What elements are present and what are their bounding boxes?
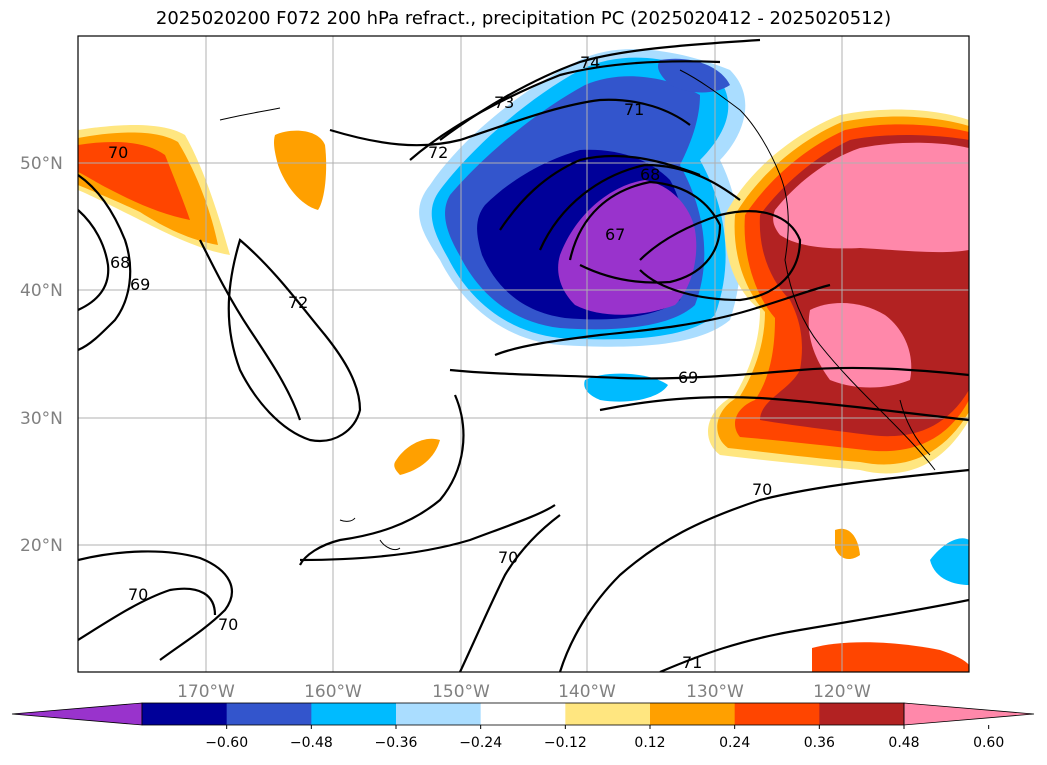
- lat-label: 40°N: [20, 281, 63, 301]
- colorbar-segment: [565, 703, 651, 725]
- colorbar-segment: [396, 703, 482, 725]
- colorbar-tick-label: −0.36: [375, 735, 418, 751]
- colorbar-tick-label: −0.48: [290, 735, 333, 751]
- contour-label: 70: [108, 143, 128, 162]
- map-contents: 74 73 72 71 70 69 68 67 68 69 70 72 70 7…: [78, 36, 969, 672]
- colorbar-segment: [226, 703, 312, 725]
- contour-label: 73: [494, 93, 514, 112]
- colorbar-tick-label: 0.12: [634, 735, 665, 751]
- colorbar-extend-high: [903, 702, 1035, 726]
- precip-negative-alaska: [658, 58, 730, 93]
- contour-label: 69: [130, 275, 150, 294]
- lat-label: 30°N: [20, 409, 63, 429]
- contour-label: 67: [605, 225, 625, 244]
- lon-label: 130°W: [686, 682, 744, 702]
- lon-label: 140°W: [558, 682, 616, 702]
- precip-negative-right-patch: [930, 538, 969, 585]
- colorbar-border: [141, 702, 905, 726]
- contour-label: 72: [288, 293, 308, 312]
- colorbar: −0.60 −0.48 −0.36 −0.24 −0.12 0.12 0.24 0.36 0.4…: [11, 702, 1035, 751]
- contour-label: 74: [580, 53, 600, 72]
- colorbar-tick-label: 0.24: [719, 735, 750, 751]
- lat-label: 50°N: [20, 154, 63, 174]
- contour-label: 70: [498, 548, 518, 567]
- precip-positive-small-mid: [394, 438, 440, 475]
- contour-label: 70: [128, 585, 148, 604]
- contour-lines: [78, 38, 969, 672]
- colorbar-segment: [819, 703, 905, 725]
- colorbar-extend-low: [11, 702, 143, 726]
- contour-label: 70: [752, 480, 772, 499]
- precip-positive-east-pink-south: [808, 303, 912, 388]
- contour-label: 69: [678, 368, 698, 387]
- lon-label: 120°W: [813, 682, 871, 702]
- precip-positive-mid-right: [835, 528, 860, 560]
- precip-positive-east-pink: [773, 142, 969, 253]
- colorbar-segment: [142, 703, 228, 725]
- precip-negative-small-patch: [584, 373, 668, 402]
- colorbar-tick-label: 0.36: [804, 735, 835, 751]
- lon-label: 170°W: [177, 682, 235, 702]
- colorbar-segment: [734, 703, 820, 725]
- latitude-labels: 50°N 40°N 30°N 20°N: [20, 154, 63, 556]
- map-frame: [77, 35, 970, 673]
- colorbar-segment: [650, 703, 736, 725]
- colorbar-tick-label: −0.24: [459, 735, 502, 751]
- contour-label: 70: [218, 615, 238, 634]
- contour-label: 72: [428, 143, 448, 162]
- colorbar-segment: [311, 703, 397, 725]
- precip-positive-small-north: [274, 130, 327, 210]
- lon-label: 160°W: [304, 682, 362, 702]
- contour-label: 68: [640, 165, 660, 184]
- precip-positive-bottom-right: [812, 642, 969, 672]
- precip-positive-west-red: [78, 142, 190, 220]
- lon-label: 150°W: [432, 682, 490, 702]
- graticule: [78, 36, 969, 672]
- contour-label: 71: [624, 100, 644, 119]
- colorbar-segment: [480, 703, 566, 725]
- colorbar-tick-label: −0.60: [205, 735, 248, 751]
- lat-label: 20°N: [20, 536, 63, 556]
- contour-label: 71: [682, 653, 702, 672]
- colorbar-tick-label: −0.12: [544, 735, 587, 751]
- contour-label: 68: [110, 253, 130, 272]
- colorbar-tick-label: 0.60: [973, 735, 1004, 751]
- contour-label-group: 74 73 72 71 70 69 68 67 68 69 70 72 70 7…: [108, 53, 772, 672]
- longitude-labels: 170°W 160°W 150°W 140°W 130°W 120°W: [177, 682, 871, 702]
- map-title: 2025020200 F072 200 hPa refract., precip…: [155, 8, 892, 29]
- colorbar-tick-label: 0.48: [888, 735, 919, 751]
